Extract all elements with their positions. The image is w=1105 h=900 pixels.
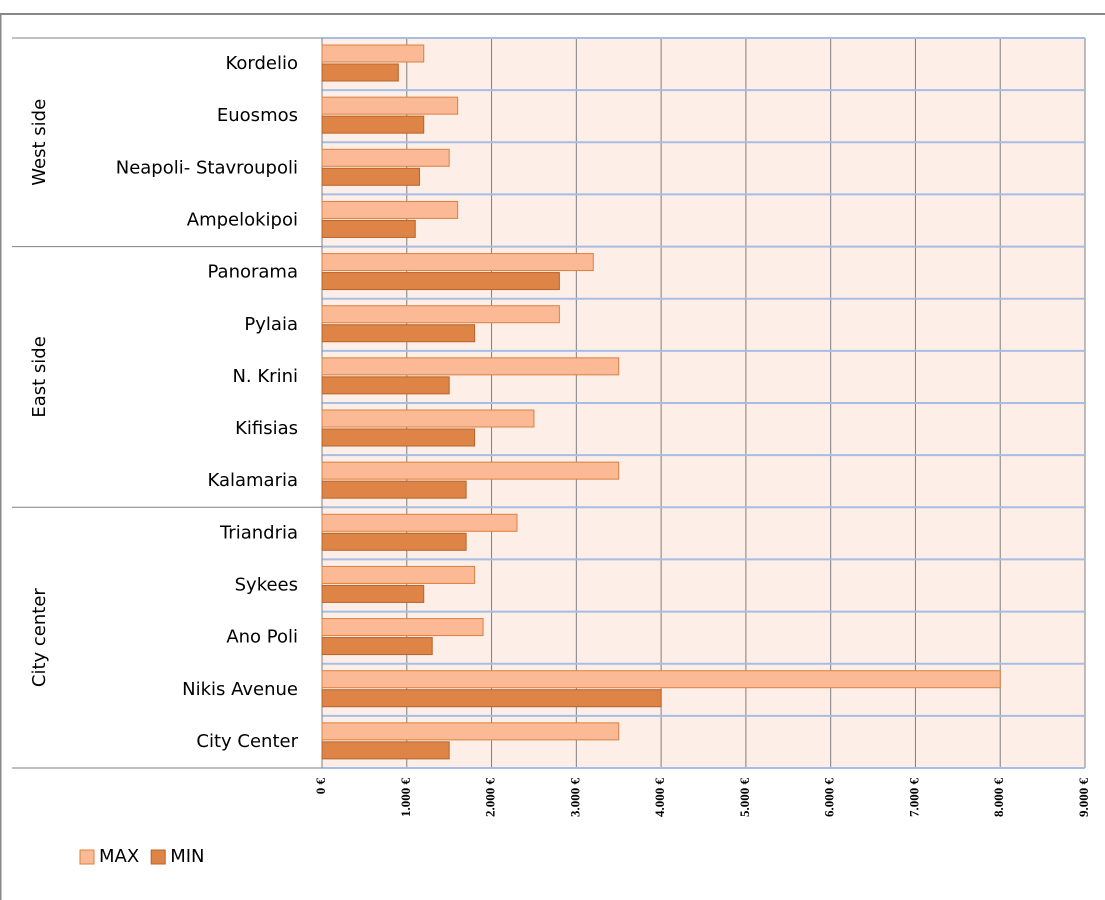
bar: [321, 305, 560, 324]
x-tick-label: 5.000 €: [737, 778, 752, 818]
bar: [321, 513, 518, 532]
bar: [321, 357, 620, 376]
bar: [321, 63, 399, 82]
y-tick-label: Triandria: [219, 522, 298, 543]
bar: [321, 670, 1001, 689]
bar: [321, 44, 425, 63]
bar: [321, 480, 467, 499]
y-tick-label: Neapoli- Stavroupoli: [116, 157, 298, 178]
x-tick-label: 6.000 €: [822, 778, 837, 818]
y-tick-label: Kalamaria: [207, 470, 298, 491]
y-tick-label: Euosmos: [217, 105, 298, 126]
bar: [321, 96, 459, 115]
bar: [321, 200, 459, 219]
x-tick-label: 2.000 €: [483, 778, 498, 818]
bar: [321, 324, 476, 343]
legend-label: MIN: [170, 846, 204, 867]
bar: [321, 148, 450, 167]
bar: [321, 741, 450, 760]
bar: [321, 409, 535, 428]
y-tick-label: Ano Poli: [226, 627, 298, 648]
bar: [321, 376, 450, 395]
bar: [321, 219, 416, 238]
x-tick-label: 4.000 €: [652, 778, 667, 818]
bar: [321, 253, 594, 272]
bar: [321, 584, 425, 603]
group-label: West side: [29, 99, 50, 186]
y-tick-label: Pylaia: [244, 314, 298, 335]
y-tick-label: Ampelokipoi: [187, 210, 298, 231]
y-tick-label: Kifisias: [235, 418, 298, 439]
y-tick-label: City Center: [196, 731, 298, 752]
bar: [321, 637, 433, 656]
bar: [321, 272, 560, 291]
legend-swatch: [79, 849, 95, 865]
x-tick-label: 3.000 €: [567, 778, 582, 818]
bar: [321, 115, 425, 134]
bar: [321, 618, 484, 637]
group-label: City center: [29, 588, 50, 688]
group-label: East side: [29, 336, 50, 417]
bar: [321, 461, 620, 480]
legend-swatch: [150, 849, 166, 865]
y-tick-label: Sykees: [235, 575, 298, 596]
x-tick-label: 0 €: [313, 778, 328, 795]
bar: [321, 565, 476, 584]
y-tick-label: Nikis Avenue: [182, 679, 298, 700]
x-tick-label: 7.000 €: [906, 778, 921, 818]
bar: [321, 722, 620, 741]
legend-label: MAX: [99, 846, 139, 867]
x-tick-label: 1.000 €: [398, 778, 413, 818]
x-tick-label: 8.000 €: [991, 778, 1006, 818]
bar: [321, 167, 420, 186]
bar: [321, 532, 467, 551]
y-tick-label: Panorama: [208, 262, 299, 283]
bar: [321, 428, 476, 447]
x-tick-label: 9.000 €: [1076, 778, 1091, 818]
y-tick-label: Kordelio: [225, 53, 298, 74]
y-tick-label: N. Krini: [232, 366, 298, 387]
bar: [321, 689, 662, 708]
